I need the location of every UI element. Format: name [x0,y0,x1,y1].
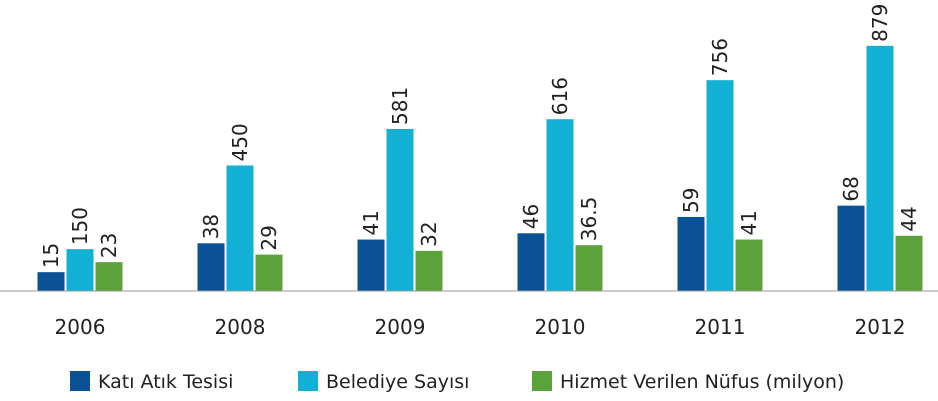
legend-swatch [298,371,318,391]
bar [895,235,923,291]
bar [95,262,123,291]
legend-label: Belediye Sayısı [326,371,469,393]
data-label: 44 [897,206,921,231]
data-label: 32 [417,221,441,246]
data-label: 38 [199,214,223,239]
bar [735,239,763,291]
x-tick-label: 2012 [855,315,906,339]
x-tick-label: 2010 [535,315,586,339]
data-label: 68 [839,176,863,201]
bar [255,254,283,291]
x-tick-label: 2011 [695,315,746,339]
data-label: 616 [548,77,572,115]
data-label: 879 [868,4,892,42]
data-label: 59 [679,188,703,213]
bar [837,205,865,291]
data-label: 41 [737,210,761,235]
data-label: 29 [257,225,281,250]
x-tick-label: 2006 [55,315,106,339]
bar [866,45,894,292]
data-label: 150 [68,207,92,245]
data-label: 36.5 [577,197,601,242]
bar [546,119,574,292]
x-tick-label: 2008 [215,315,266,339]
legend-label: Hizmet Verilen Nüfus (milyon) [560,371,844,393]
bar [37,272,65,291]
legend-swatch [70,371,90,391]
legend-swatch [532,371,552,391]
bar [706,80,734,291]
legend-label: Katı Atık Tesisi [98,371,233,393]
data-label: 450 [228,123,252,161]
data-label: 23 [97,233,121,258]
bar [415,250,443,291]
bar [226,165,254,291]
bar [386,128,414,291]
bar [575,245,603,291]
bar [517,233,545,291]
bar [197,243,225,291]
data-label: 41 [359,210,383,235]
bar [66,249,94,291]
bar [677,216,705,291]
x-tick-label: 2009 [375,315,426,339]
data-label: 581 [388,87,412,125]
bar [357,239,385,291]
data-label: 15 [39,243,63,268]
data-label: 46 [519,204,543,229]
data-label: 756 [708,38,732,76]
